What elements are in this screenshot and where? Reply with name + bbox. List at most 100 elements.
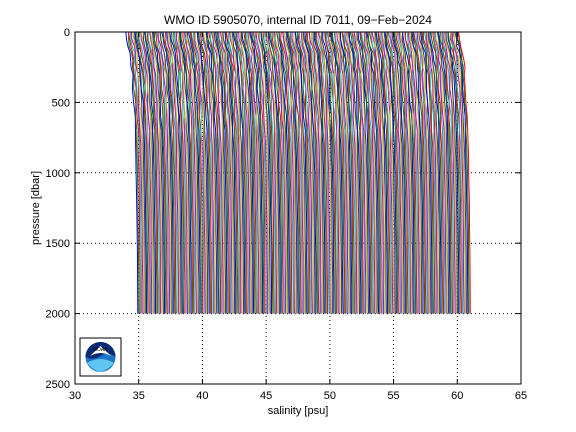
profile-line: [205, 31, 219, 314]
profile-line: [224, 31, 237, 314]
profile-line: [166, 31, 180, 314]
profile-line: [315, 31, 328, 314]
profile-line: [294, 31, 307, 314]
profile-line: [455, 31, 469, 314]
x-tick-label: 60: [451, 390, 463, 402]
profile-line: [349, 31, 363, 314]
profile-line: [238, 31, 251, 314]
profile-line: [215, 31, 228, 314]
profile-line: [395, 31, 409, 314]
profile-line: [131, 31, 144, 314]
profile-line: [137, 31, 150, 314]
profile-line: [353, 31, 365, 314]
profile-line: [436, 31, 450, 314]
profile-line: [184, 31, 197, 314]
profile-line: [249, 31, 262, 314]
profile-line: [325, 31, 337, 314]
profile-line: [225, 31, 238, 314]
profile-line: [451, 31, 465, 314]
profile-line: [348, 31, 362, 314]
profile-line: [173, 31, 186, 314]
profile-line: [180, 31, 194, 314]
profile-line: [341, 31, 354, 314]
profile-line: [289, 31, 302, 314]
profile-line: [294, 31, 308, 314]
profile-line: [345, 31, 358, 314]
profile-line: [147, 31, 160, 314]
profile-line: [170, 31, 183, 314]
profile-line: [434, 31, 447, 314]
profile-line: [179, 31, 192, 314]
profile-line: [161, 31, 174, 314]
profile-line: [371, 31, 385, 314]
profile-line: [253, 31, 266, 314]
x-tick-label: 35: [133, 390, 145, 402]
profile-line: [265, 31, 278, 314]
profile-line: [185, 31, 199, 314]
profile-line: [391, 31, 404, 314]
profile-line: [258, 31, 271, 314]
profile-line: [165, 31, 178, 314]
profile-line: [252, 31, 265, 314]
x-tick-label: 30: [69, 390, 81, 402]
profile-line: [363, 31, 376, 314]
profile-line: [231, 31, 245, 314]
profile-line: [326, 31, 339, 314]
profile-line: [367, 31, 381, 314]
profile-line: [234, 31, 247, 314]
profile-line: [159, 31, 173, 314]
profile-line: [298, 31, 312, 314]
y-tick-label: 1000: [46, 168, 70, 180]
x-tick-label: 40: [196, 390, 208, 402]
profile-line: [328, 31, 341, 314]
profile-line: [432, 31, 445, 314]
profile-line: [290, 31, 303, 314]
profile-line: [211, 31, 224, 314]
profile-line: [457, 31, 471, 314]
profile-line: [353, 31, 367, 314]
profile-line: [339, 31, 351, 314]
profile-line: [302, 31, 316, 314]
profile-line: [140, 31, 153, 314]
profile-line: [308, 31, 322, 314]
profile-line: [401, 31, 414, 314]
profile-line: [265, 31, 279, 314]
profile-line: [334, 31, 348, 314]
profile-line: [427, 31, 441, 314]
profile-line: [274, 31, 288, 314]
profile-line: [347, 31, 361, 314]
profile-line: [457, 31, 470, 314]
profile-line: [285, 31, 298, 314]
profile-line: [340, 31, 353, 314]
profile-line: [197, 31, 210, 314]
profile-line: [149, 31, 161, 314]
profile-line: [317, 31, 331, 314]
profile-line: [269, 31, 283, 314]
profile-line: [333, 31, 346, 314]
profile-line: [250, 31, 264, 314]
profile-line: [218, 31, 232, 314]
profiles: [125, 31, 471, 314]
profile-line: [168, 31, 182, 314]
profile-line: [267, 31, 280, 314]
profile-line: [424, 31, 437, 314]
profile-line: [156, 31, 169, 314]
profile-line: [310, 31, 324, 314]
profile-line: [278, 31, 290, 314]
profile-line: [450, 31, 462, 314]
profile-line: [192, 31, 205, 314]
profile-line: [208, 31, 222, 314]
profile-line: [138, 31, 152, 314]
profile-line: [151, 31, 164, 314]
profile-line: [407, 31, 420, 314]
y-tick-label: 500: [52, 97, 70, 109]
profile-line: [384, 31, 397, 314]
profile-line: [164, 31, 177, 314]
y-tick-label: 2500: [46, 379, 70, 391]
profile-line: [146, 31, 159, 314]
chart-title: WMO ID 5905070, internal ID 7011, 09−Feb…: [164, 13, 432, 27]
profile-line: [271, 31, 284, 314]
profile-line: [297, 31, 311, 314]
profile-line: [241, 31, 255, 314]
profile-line: [174, 31, 187, 314]
